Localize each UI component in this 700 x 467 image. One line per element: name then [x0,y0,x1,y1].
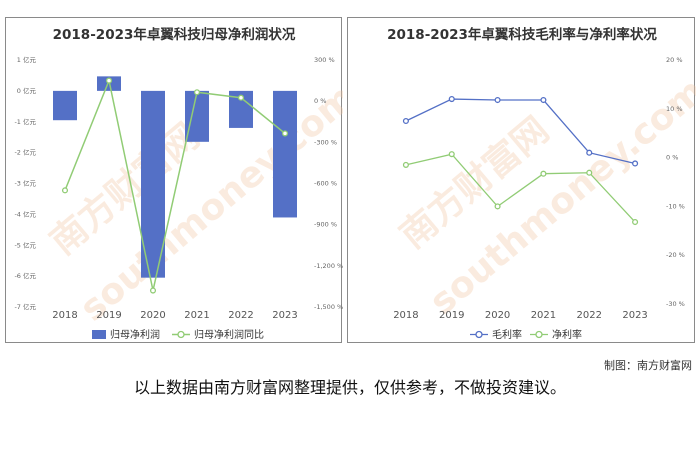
source-credit: 制图：南方财富网 [604,359,692,372]
right-axis-tick: -300 % [314,138,337,146]
bar-2021 [185,90,209,142]
net-profit-chart: 南方财富网southmoney.com2018-2023年卓翼科技归母净利润状况… [14,26,343,341]
left-axis-tick: -3 亿元 [14,179,36,188]
legend-gross-marker [475,330,483,339]
left-axis-tick: -4 亿元 [14,209,36,218]
x-tick-label: 2018 [393,310,418,321]
right-axis-tick: -20 % [666,251,685,259]
x-tick-label: 2021 [531,310,556,321]
gross-margin-point-2022 [586,149,593,156]
legend-bar-label: 归母净利润 [110,328,160,341]
legend-gross-label: 毛利率 [492,328,522,341]
legend-line-label: 归母净利润同比 [194,328,264,341]
net-margin-point-2020 [494,203,501,210]
gross-margin-point-2021 [540,96,547,104]
net-margin-point-2023 [632,218,639,226]
gross-margin-line [405,98,636,165]
net-margin-point-2021 [540,170,547,177]
x-tick-label: 2019 [96,310,121,321]
yoy-point-2023 [281,130,289,137]
yoy-line [64,78,286,291]
x-tick-label: 2023 [272,310,297,321]
right-axis-tick: 300 % [314,56,335,64]
gross-margin-point-2020 [494,96,501,104]
right-axis-tick: 0 % [666,154,678,162]
legend-net-marker [535,330,543,339]
x-tick-label: 2022 [577,310,602,321]
gross-margin-point-2019 [448,95,455,103]
x-tick-label: 2019 [439,310,464,321]
left-axis-tick: -2 亿元 [14,148,36,157]
yoy-point-2022 [237,94,245,101]
left-axis-tick: -7 亿元 [14,302,36,311]
right-axis-tick: -30 % [666,300,685,308]
right-axis-tick: 0 % [314,97,326,105]
gross-margin-point-2018 [402,117,409,125]
net-margin-point-2018 [402,161,409,168]
left-axis-tick: -5 亿元 [14,240,36,249]
x-tick-label: 2021 [184,310,209,321]
x-tick-label: 2023 [622,310,647,321]
chart-title: 2018-2023年卓翼科技归母净利润状况 [53,26,296,43]
chart-title: 2018-2023年卓翼科技毛利率与净利率状况 [387,26,657,43]
gross-margin-point-2023 [632,160,639,167]
bar-2020 [141,90,165,278]
bar-2023 [273,90,297,218]
yoy-point-2020 [149,287,157,294]
legend-line-marker [177,330,185,339]
right-axis-tick: 20 % [666,56,683,64]
right-axis-tick: -1,500 % [314,303,343,311]
x-tick-label: 2022 [228,310,253,321]
bar-2018 [53,90,77,121]
net-margin-point-2019 [448,151,455,158]
right-axis-tick: -10 % [666,202,685,210]
left-chart-panel: 南方财富网 southmoney.com 2018-2023年卓翼科技归母净利润状况… [5,17,343,343]
left-axis-tick: -6 亿元 [14,271,36,280]
yoy-point-2019 [105,77,113,84]
right-axis-tick: -600 % [314,180,337,188]
yoy-point-2021 [193,89,201,96]
x-tick-label: 2020 [140,310,165,321]
left-axis-tick: -1 亿元 [14,117,36,126]
right-axis-tick: 10 % [666,105,683,113]
x-tick-label: 2020 [485,310,510,321]
left-axis-tick: 1 亿元 [17,55,37,64]
yoy-point-2018 [61,187,69,194]
legend-net-label: 净利率 [552,328,582,341]
net-margin-line [405,153,636,223]
net-margin-point-2022 [586,169,593,176]
left-axis-tick: 0 亿元 [17,86,37,95]
right-axis-tick: -1,200 % [314,262,343,270]
legend-bar-swatch [92,330,106,339]
x-tick-label: 2018 [52,310,77,321]
right-axis-tick: -900 % [314,221,337,229]
right-chart-panel: 南方财富网 southmoney.com 2018-2023年卓翼科技毛利率与净利率… [347,17,696,343]
disclaimer: 以上数据由南方财富网整理提供，仅供参考，不做投资建议。 [133,378,566,397]
